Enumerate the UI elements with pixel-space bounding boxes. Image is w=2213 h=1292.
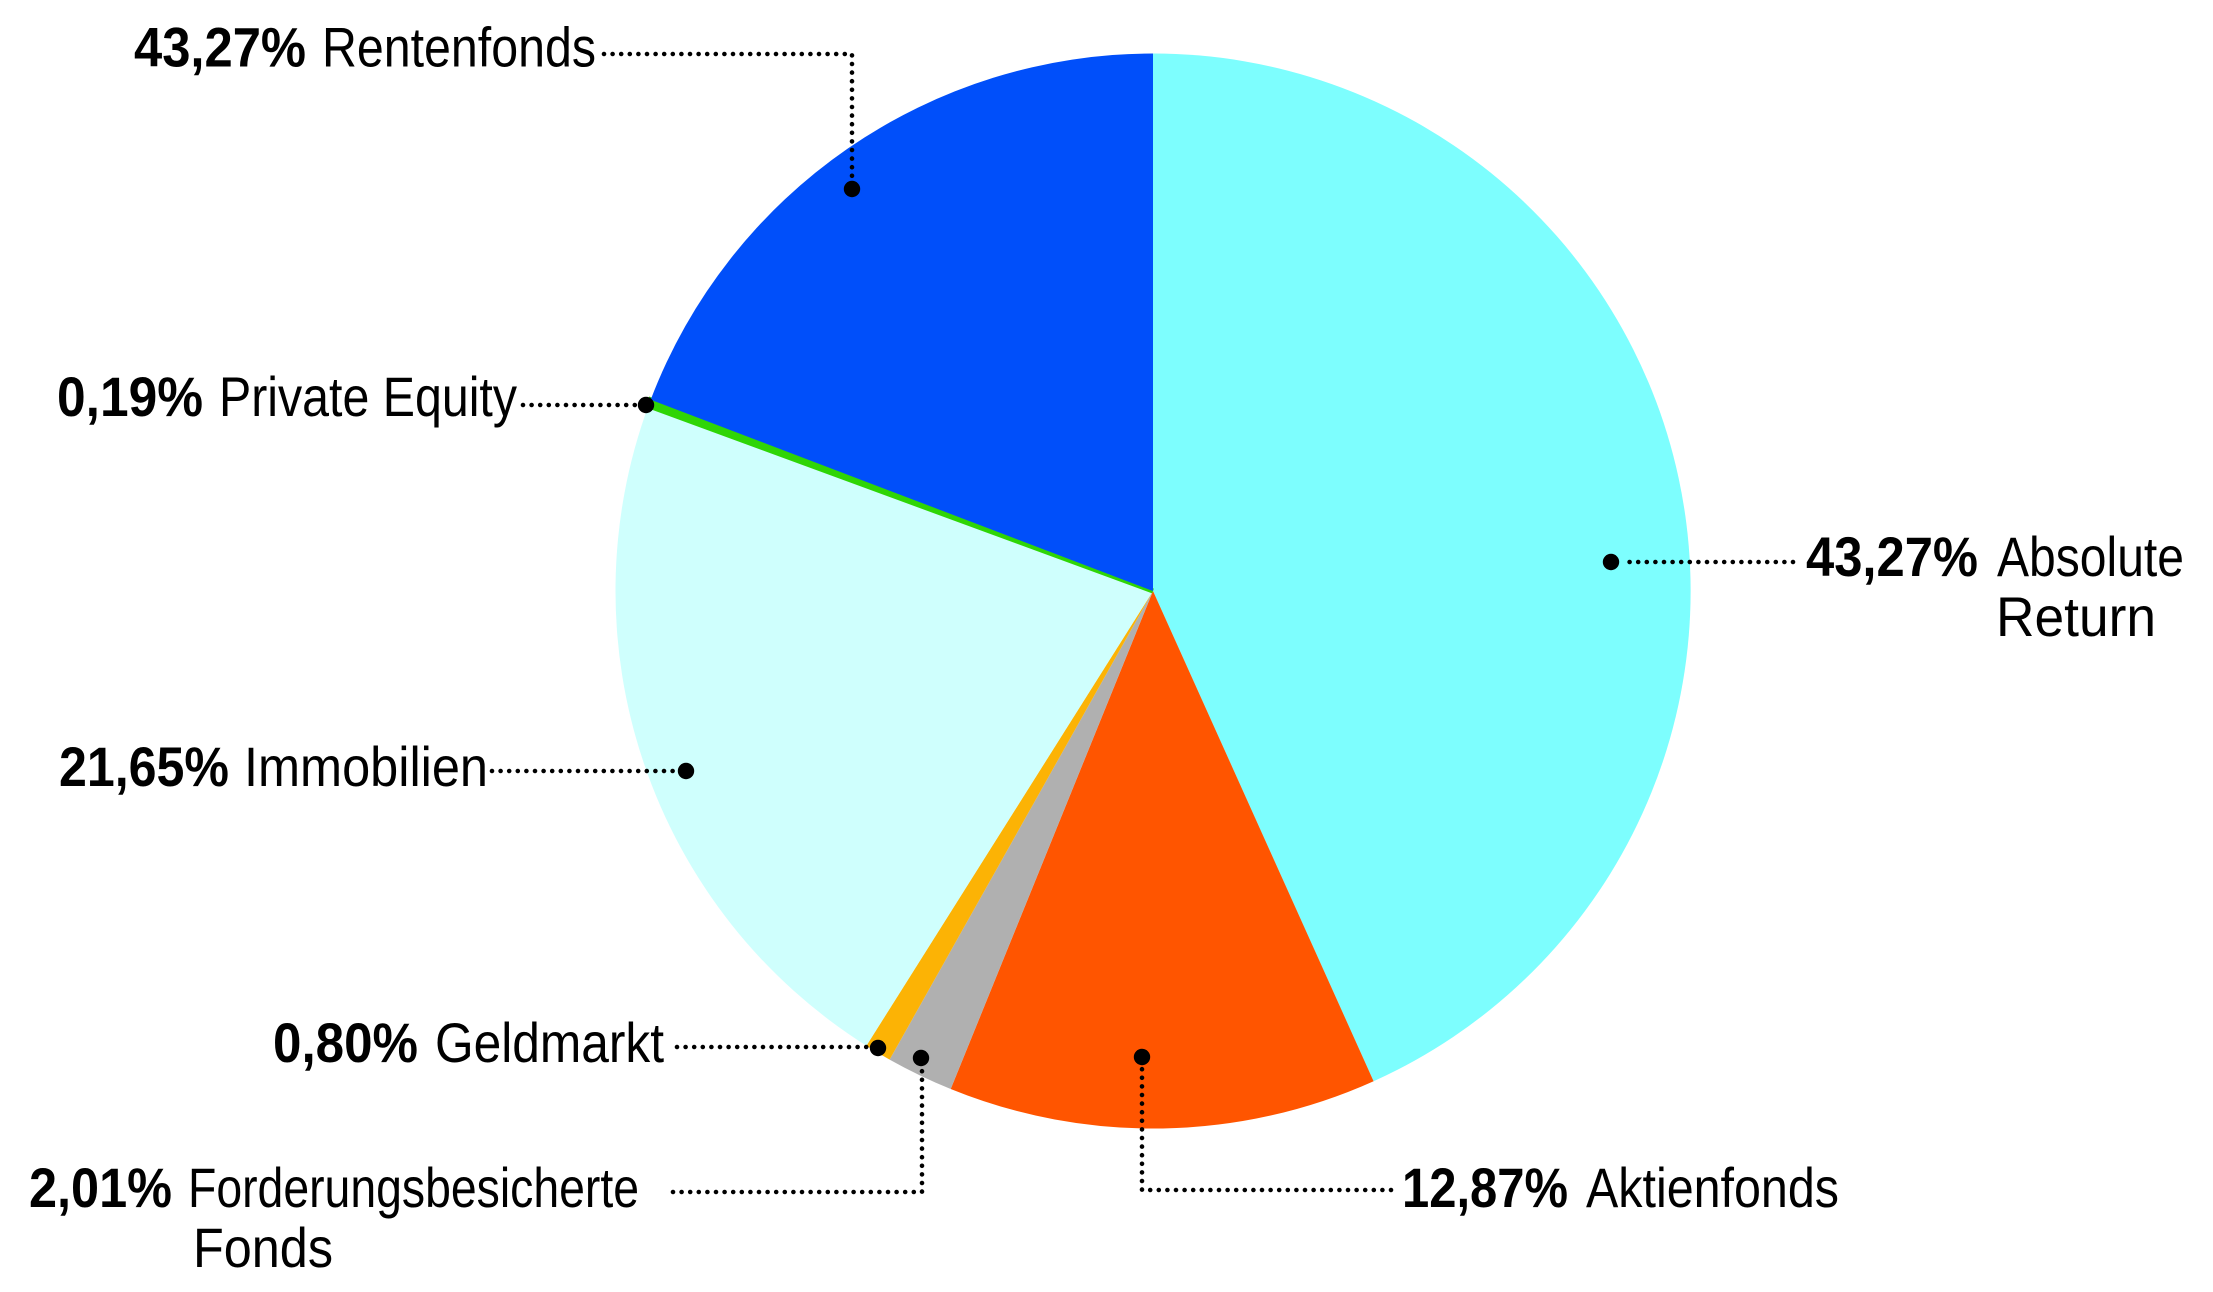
svg-text:Private Equity: Private Equity [219, 365, 517, 428]
svg-text:Fonds: Fonds [193, 1216, 333, 1279]
svg-text:2,01%: 2,01% [29, 1156, 172, 1219]
svg-text:Aktienfonds: Aktienfonds [1586, 1156, 1839, 1219]
svg-text:43,27%: 43,27% [134, 16, 306, 79]
svg-text:21,65%: 21,65% [59, 735, 229, 798]
svg-text:0,80%: 0,80% [273, 1011, 418, 1074]
svg-text:Absolute: Absolute [1997, 525, 2184, 588]
svg-text:Rentenfonds: Rentenfonds [322, 16, 596, 79]
svg-text:Return: Return [1996, 585, 2156, 648]
svg-text:43,27%: 43,27% [1806, 525, 1978, 588]
svg-text:Forderungsbesicherte: Forderungsbesicherte [188, 1156, 639, 1219]
svg-text:0,19%: 0,19% [57, 365, 203, 428]
svg-text:Immobilien: Immobilien [244, 735, 488, 798]
svg-text:12,87%: 12,87% [1402, 1156, 1568, 1219]
svg-text:Geldmarkt: Geldmarkt [435, 1011, 664, 1074]
